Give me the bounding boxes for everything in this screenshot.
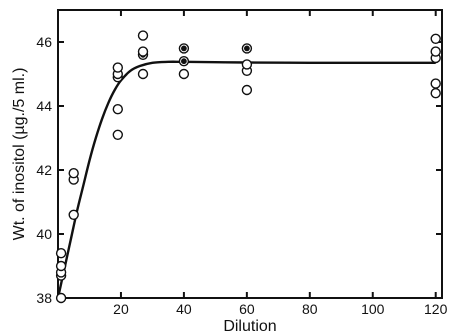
data-point-center-dot xyxy=(243,45,250,52)
data-point xyxy=(112,103,124,115)
y-axis-title: Wt. of inositol (µg./5 ml.) xyxy=(11,68,28,241)
x-tick-label: 20 xyxy=(113,301,129,317)
y-tick-label: 46 xyxy=(36,34,52,50)
x-tick-label: 80 xyxy=(302,301,318,317)
data-point-center-dot xyxy=(180,58,187,65)
plot-frame xyxy=(57,9,443,299)
data-point xyxy=(68,167,79,179)
data-point xyxy=(137,30,149,41)
fitted-curve xyxy=(56,60,436,299)
x-tick-label: 60 xyxy=(239,301,255,317)
y-tick-label: 40 xyxy=(36,226,52,242)
data-point xyxy=(55,247,67,259)
y-tick-label: 42 xyxy=(36,162,52,178)
data-point xyxy=(430,87,441,99)
x-tick-label: 40 xyxy=(176,301,192,317)
data-point xyxy=(137,46,149,57)
data-point xyxy=(430,33,441,44)
data-point xyxy=(55,260,67,272)
data-point-center-dot xyxy=(180,45,187,52)
y-tick-label: 44 xyxy=(36,98,52,114)
tick-label-group: 20 40 60 80 100 120 38 40 42 44 46 xyxy=(36,34,447,317)
data-point xyxy=(241,59,253,70)
data-points xyxy=(55,30,441,304)
data-point xyxy=(55,292,67,304)
tick-group xyxy=(58,10,442,299)
data-point xyxy=(430,46,441,57)
x-tick-label: 120 xyxy=(424,301,448,317)
x-tick-label: 100 xyxy=(361,301,385,317)
data-point xyxy=(112,129,124,141)
y-tick-label: 38 xyxy=(36,290,52,306)
data-point xyxy=(178,68,190,80)
data-point xyxy=(137,68,149,80)
data-point xyxy=(430,78,441,89)
data-point xyxy=(68,209,79,221)
x-axis-title: Dilution xyxy=(223,318,276,335)
data-point xyxy=(241,84,253,96)
data-point xyxy=(112,62,124,73)
